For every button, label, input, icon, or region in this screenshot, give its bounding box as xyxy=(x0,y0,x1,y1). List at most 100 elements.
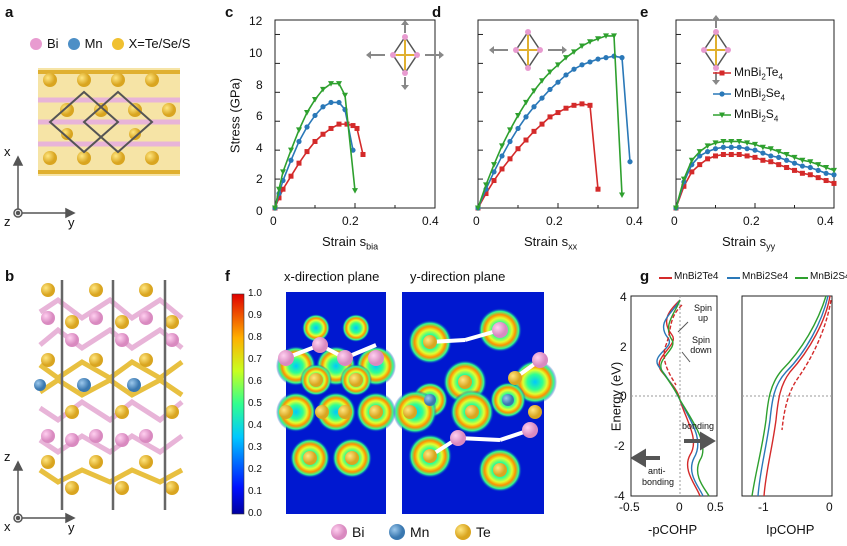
xtick-c-04: 0.4 xyxy=(422,214,439,228)
data-point xyxy=(611,33,617,39)
data-point xyxy=(728,138,735,145)
data-point xyxy=(587,102,593,108)
data-point xyxy=(595,56,601,62)
colorbar-tick-label: 0.7 xyxy=(248,354,262,365)
data-point xyxy=(776,154,782,160)
data-point xyxy=(499,153,505,159)
data-point xyxy=(791,160,798,166)
data-point xyxy=(539,95,545,101)
data-point xyxy=(555,62,561,68)
inset-atom xyxy=(414,52,420,58)
x-plane-title: x-direction plane xyxy=(284,269,380,284)
data-point xyxy=(720,151,726,157)
data-point xyxy=(288,173,294,179)
data-point xyxy=(350,123,356,129)
axis-a-x: x xyxy=(4,144,11,159)
xtick-d-04: 0.4 xyxy=(626,214,643,228)
data-point xyxy=(531,104,537,110)
legend-f-te: Te xyxy=(476,524,491,540)
data-point xyxy=(823,165,830,171)
inset-atom xyxy=(525,65,531,71)
xtick-g-0: 0 xyxy=(676,500,683,514)
ytick-6: 6 xyxy=(256,109,263,123)
data-point xyxy=(312,112,318,119)
data-point xyxy=(336,81,342,87)
colorbar-tick-label: 0.5 xyxy=(248,398,262,409)
legend-f-mn: Mn xyxy=(410,524,430,540)
xtick-g-05: 0.5 xyxy=(707,500,724,514)
data-point xyxy=(768,153,774,159)
ytick-2: 2 xyxy=(256,172,263,186)
ytick-4: 4 xyxy=(256,141,263,155)
legend-f-bi: Bi xyxy=(352,524,365,540)
ytick-g-0: 0 xyxy=(620,389,627,403)
data-point xyxy=(736,151,742,157)
data-point xyxy=(336,99,342,106)
inset-atom xyxy=(701,47,707,53)
data-point xyxy=(296,127,302,133)
annot-spin-down: Spin down xyxy=(690,335,712,355)
data-point xyxy=(760,157,766,163)
colorbar-tick-label: 0.2 xyxy=(248,464,262,475)
data-point xyxy=(603,33,609,39)
legend-marker xyxy=(719,91,725,97)
data-point xyxy=(499,166,505,172)
data-point xyxy=(831,172,837,178)
data-point xyxy=(681,183,687,189)
xtick-g-m1: -1 xyxy=(758,500,769,514)
data-point xyxy=(296,160,302,166)
xtick-c-02: 0.2 xyxy=(342,214,359,228)
inset-atom xyxy=(725,47,731,53)
data-point xyxy=(515,146,521,152)
data-point xyxy=(563,72,569,78)
data-point xyxy=(320,86,326,93)
data-point xyxy=(712,140,719,146)
panel-label-g: g xyxy=(640,268,650,285)
inset-atom xyxy=(390,52,396,58)
axis-b-z: z xyxy=(4,449,11,464)
data-point xyxy=(792,167,797,173)
ytick-8: 8 xyxy=(256,78,263,92)
data-point xyxy=(704,143,711,149)
ytick-10: 10 xyxy=(249,46,263,60)
xlabel-pcohp: -pCOHP xyxy=(648,522,698,537)
data-point xyxy=(483,182,489,188)
xtick-d-02: 0.2 xyxy=(546,214,563,228)
data-point xyxy=(791,154,798,161)
data-point xyxy=(539,121,545,127)
data-point xyxy=(491,162,497,168)
data-point xyxy=(752,141,758,148)
inset-atom xyxy=(537,47,543,53)
data-point xyxy=(563,105,569,111)
data-point xyxy=(523,114,529,120)
annot-bonding: bonding xyxy=(682,421,715,431)
data-point xyxy=(823,178,829,184)
data-point xyxy=(320,104,326,110)
data-point xyxy=(673,205,679,211)
colorbar-tick-label: 0.4 xyxy=(248,420,262,431)
data-point xyxy=(728,151,734,157)
inset-atom xyxy=(525,29,531,35)
data-point xyxy=(784,165,790,171)
data-point xyxy=(627,159,633,165)
data-point xyxy=(571,66,577,72)
data-point xyxy=(807,159,814,165)
legend-marker xyxy=(719,112,725,118)
data-point xyxy=(304,124,310,130)
data-point xyxy=(507,138,513,145)
legend-x: X=Te/Se/S xyxy=(128,36,191,51)
data-point xyxy=(491,169,497,175)
colorbar-tick-label: 0.1 xyxy=(248,486,262,497)
legend-marker xyxy=(719,70,725,76)
data-point xyxy=(312,97,318,103)
data-point xyxy=(547,86,553,93)
data-point xyxy=(688,157,695,164)
data-point xyxy=(767,146,774,152)
data-point xyxy=(783,151,790,158)
data-point xyxy=(696,149,703,155)
legend-te: MnBi2Te4 xyxy=(734,65,783,82)
legend-se: MnBi2Se4 xyxy=(734,86,785,103)
ytick-g-m4: -4 xyxy=(614,489,625,503)
data-point xyxy=(768,159,774,165)
